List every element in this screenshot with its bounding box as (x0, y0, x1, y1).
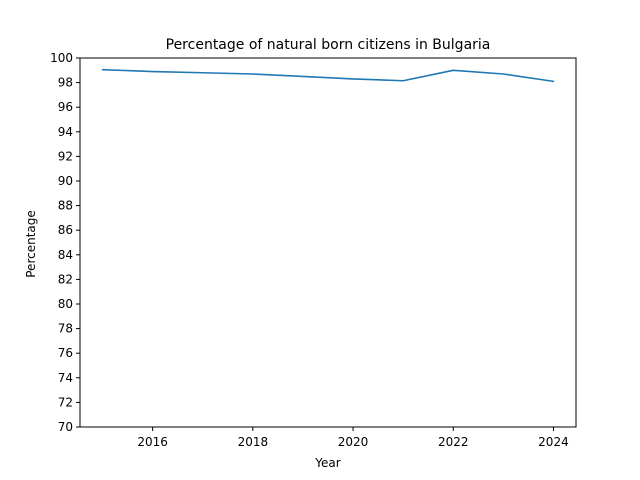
y-tick-label: 92 (58, 149, 73, 163)
y-tick-label: 90 (58, 174, 73, 188)
y-tick-label: 74 (58, 371, 73, 385)
plot-frame (79, 57, 577, 428)
series-line-1 (101, 68, 555, 83)
x-tick-label: 2022 (438, 435, 469, 449)
plot-area: 2016 2018 2020 2022 2024 70 72 74 76 78 80 82 84 86 88… (50, 51, 577, 449)
y-tick-label: 96 (58, 100, 73, 114)
chart-title: Percentage of natural born citizens in B… (166, 37, 491, 53)
y-tick-label: 78 (58, 322, 73, 336)
x-tick-label: 2018 (238, 435, 269, 449)
y-tick-label: 80 (58, 297, 73, 311)
y-tick-label: 94 (58, 125, 73, 139)
x-axis-label: Year (314, 456, 340, 470)
x-tick-label: 2024 (538, 435, 569, 449)
x-tick-label: 2020 (338, 435, 369, 449)
y-tick-label: 100 (50, 51, 73, 65)
y-axis-label: Percentage (24, 210, 38, 278)
y-tick-label: 76 (58, 346, 73, 360)
y-tick-label: 70 (58, 420, 73, 434)
y-tick-label: 98 (58, 76, 73, 90)
y-tick-label: 84 (58, 248, 73, 262)
y-tick-label: 72 (58, 395, 73, 409)
y-tick-label: 88 (58, 199, 73, 213)
x-tick-label: 2016 (137, 435, 168, 449)
y-tick-label: 82 (58, 272, 73, 286)
y-tick-label: 86 (58, 223, 73, 237)
